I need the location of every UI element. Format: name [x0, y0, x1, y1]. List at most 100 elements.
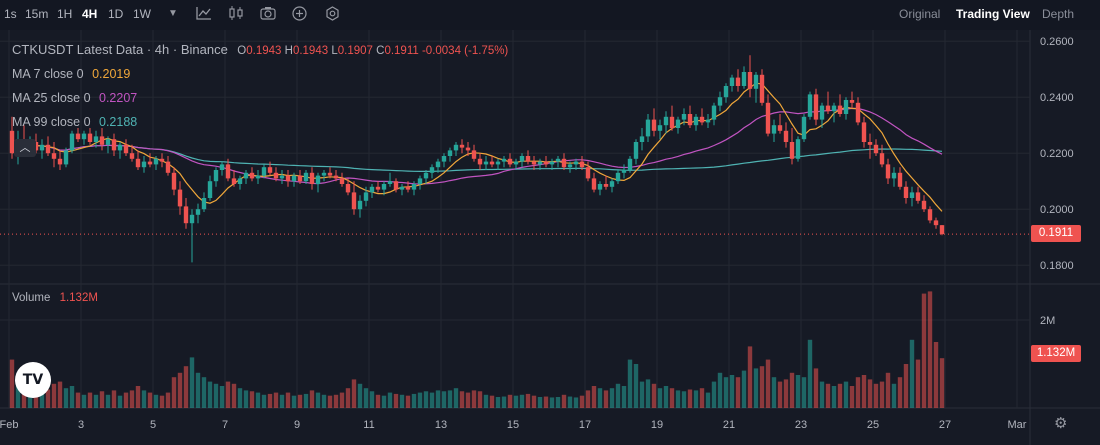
volume-bar — [885, 372, 891, 408]
volume-bar — [615, 383, 621, 408]
volume-bar — [159, 395, 165, 408]
volume-bar — [327, 395, 333, 408]
legend-title: CTKUSDT Latest Data · 4h · Binance — [12, 42, 228, 57]
candle-body — [321, 172, 327, 176]
interval-15m[interactable]: 15m — [25, 7, 49, 21]
ma25-line — [11, 107, 943, 185]
volume-bar — [435, 390, 441, 408]
volume-bar — [15, 383, 21, 408]
volume-bar — [495, 397, 501, 408]
volume-bar — [573, 397, 579, 408]
interval-1d[interactable]: 1D — [108, 7, 124, 21]
volume-bar — [465, 392, 471, 408]
camera-icon[interactable] — [260, 6, 276, 23]
gear-icon[interactable]: ⚙ — [1054, 415, 1068, 432]
volume-bar — [531, 395, 537, 408]
volume-bar — [183, 366, 189, 408]
chevron-up-icon: ︿ — [19, 142, 31, 154]
volume-bar — [801, 377, 807, 408]
price-tick-label: 0.2400 — [1040, 92, 1074, 104]
volume-bar — [537, 397, 543, 408]
candle-body — [813, 94, 819, 120]
volume-bar — [297, 394, 303, 408]
volume-bar — [225, 381, 231, 408]
candle-body — [687, 114, 693, 126]
candle-body — [207, 181, 213, 198]
volume-bar — [321, 394, 327, 408]
settings-hex-icon[interactable] — [325, 6, 340, 24]
volume-bar — [669, 388, 675, 408]
volume-bar — [903, 364, 909, 408]
candle-body — [807, 94, 813, 117]
volume-bar — [501, 396, 507, 408]
candle-body — [489, 161, 495, 165]
candle-body — [885, 164, 891, 179]
candle-body — [273, 172, 279, 179]
volume-bar — [51, 383, 57, 408]
view-trading-view[interactable]: Trading View — [956, 7, 1030, 21]
legend-collapse-button[interactable]: ︿ — [14, 139, 36, 157]
candle-body — [747, 72, 753, 89]
candle-body — [495, 161, 501, 165]
candle-body — [33, 142, 39, 151]
candle-body — [291, 175, 297, 182]
volume-bar — [141, 390, 147, 408]
candle-body — [477, 158, 483, 165]
volume-bar — [597, 388, 603, 408]
volume-bar — [357, 383, 363, 408]
candle-body — [915, 192, 921, 201]
volume-bar — [219, 386, 225, 408]
volume-bar — [579, 395, 585, 408]
candle-body — [543, 161, 549, 165]
ma99-legend[interactable]: MA 99 close 0 0.2188 — [12, 115, 137, 129]
candle-body — [57, 158, 63, 165]
candle-body — [9, 130, 15, 154]
ma25-legend[interactable]: MA 25 close 0 0.2207 — [12, 91, 137, 105]
candle-body — [351, 192, 357, 210]
volume-bar — [831, 386, 837, 408]
candle-body — [165, 161, 171, 173]
volume-bar — [93, 394, 99, 408]
candle-body — [171, 172, 177, 190]
view-original[interactable]: Original — [899, 7, 941, 21]
interval-1h[interactable]: 1H — [57, 7, 73, 21]
candle-body — [177, 189, 183, 207]
caret-down-icon[interactable]: ▼ — [168, 8, 178, 19]
tradingview-logo[interactable]: TV — [15, 362, 51, 398]
candle-body — [771, 125, 777, 134]
ohlc-close-key: C — [376, 45, 385, 57]
view-depth[interactable]: Depth — [1042, 7, 1075, 21]
candle-body — [105, 139, 111, 145]
volume-bar — [213, 383, 219, 408]
volume-label: Volume — [12, 292, 51, 304]
candle-body — [693, 116, 699, 126]
candle-body — [669, 116, 675, 128]
candle-body — [633, 142, 639, 159]
volume-bar — [807, 339, 813, 408]
volume-bar — [147, 392, 153, 408]
candle-body — [561, 158, 567, 168]
interval-1s[interactable]: 1s — [4, 7, 17, 21]
volume-bar — [345, 388, 351, 408]
candle-body — [651, 119, 657, 131]
interval-4h[interactable]: 4H — [82, 7, 98, 21]
ohlc-high-value: 0.1943 — [292, 45, 329, 57]
volume-bar — [285, 392, 291, 408]
plus-circle-icon[interactable] — [292, 6, 307, 24]
candle-body — [219, 164, 225, 170]
candle-body — [483, 161, 489, 165]
chart-style-icon[interactable] — [196, 6, 212, 23]
interval-1w[interactable]: 1W — [133, 7, 151, 21]
volume-bar — [717, 372, 723, 408]
volume-bar — [603, 390, 609, 408]
volume-bar — [513, 395, 519, 408]
candle-body — [675, 119, 681, 128]
volume-bar — [153, 394, 159, 408]
ohlc-high-key: H — [284, 45, 293, 57]
ma7-legend[interactable]: MA 7 close 0 0.2019 — [12, 67, 130, 81]
volume-bar — [129, 390, 135, 408]
candle-body — [183, 206, 189, 224]
candles-icon[interactable] — [228, 6, 244, 23]
candle-body — [255, 175, 261, 179]
